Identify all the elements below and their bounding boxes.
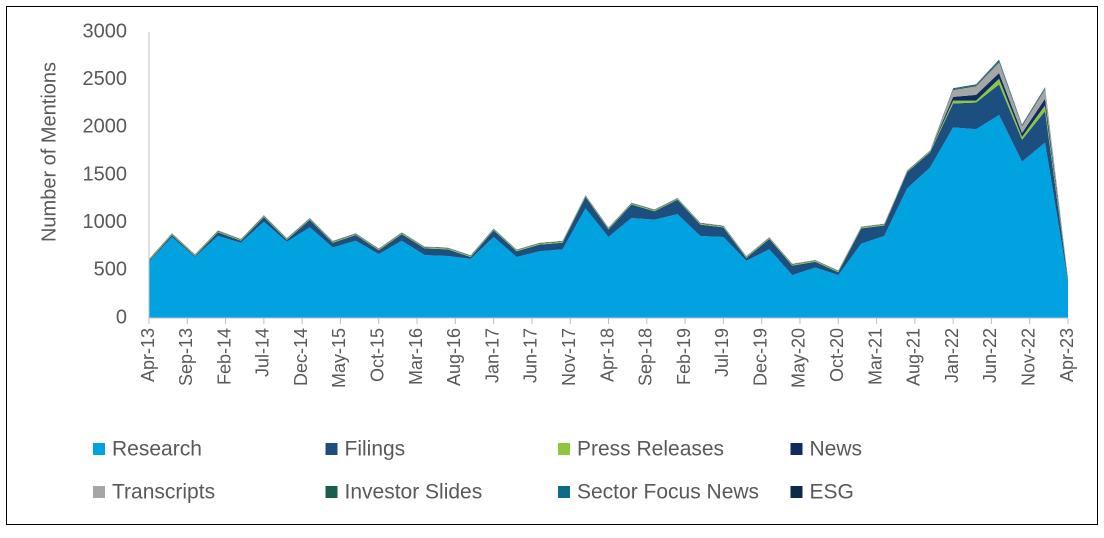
x-tick-label: Nov-22 [1018,328,1038,386]
x-tick-label: Mar-16 [406,328,426,385]
x-tick-label: May-20 [789,328,809,388]
legend-swatch [558,443,570,455]
x-tick-label: Sep-18 [636,328,656,386]
x-tick-label: Sep-13 [176,328,196,386]
legend-swatch [790,486,803,498]
y-tick-label: 2500 [83,68,128,90]
y-tick-label: 500 [94,259,127,281]
x-tick-label: Apr-18 [597,328,617,382]
x-tick-label: Apr-23 [1057,328,1077,382]
y-tick-label: 3000 [83,20,128,42]
legend-label: Sector Focus News [577,481,759,504]
y-axis-label: Number of Mentions [38,62,60,242]
y-tick-label: 1500 [83,163,128,185]
y-tick-label: 1000 [83,211,128,233]
area [149,114,1068,318]
x-tick-label: Jan-22 [942,328,962,383]
legend-swatch [325,486,338,498]
legend-label: ESG [810,481,854,504]
x-tick-label: Feb-19 [674,328,694,385]
x-tick-label: Feb-14 [214,328,234,385]
x-tick-label: Oct-20 [827,328,847,382]
x-tick-label: Oct-15 [368,328,388,382]
area [149,84,1068,282]
legend-label: Press Releases [577,438,724,461]
x-tick-label: Jan-17 [482,328,502,383]
legend-swatch [325,443,338,455]
legend-swatch [93,486,105,498]
legend-label: Investor Slides [345,481,483,504]
x-tick-label: Apr-13 [138,328,158,382]
y-tick-label: 0 [116,306,127,328]
legend-label: News [810,438,863,461]
legend-swatch [93,443,105,455]
x-tick-label: Jul-14 [253,328,273,377]
x-tick-label: Aug-21 [904,328,924,386]
legend-label: Transcripts [112,481,215,504]
legend-label: Research [112,438,202,461]
x-tick-label: Mar-21 [865,328,885,385]
x-tick-label: Jun-17 [521,328,541,383]
x-tick-label: Aug-16 [444,328,464,386]
x-tick-label: Dec-14 [291,328,311,386]
y-tick-label: 2000 [83,116,128,138]
legend-swatch [558,486,570,498]
x-tick-label: Jun-22 [980,328,1000,383]
x-tick-label: Nov-17 [559,328,579,386]
x-tick-label: Dec-19 [750,328,770,386]
legend-label: Filings [345,438,406,461]
x-tick-label: Jul-19 [712,328,732,377]
legend-swatch [790,443,803,455]
x-tick-label: May-15 [329,328,349,388]
